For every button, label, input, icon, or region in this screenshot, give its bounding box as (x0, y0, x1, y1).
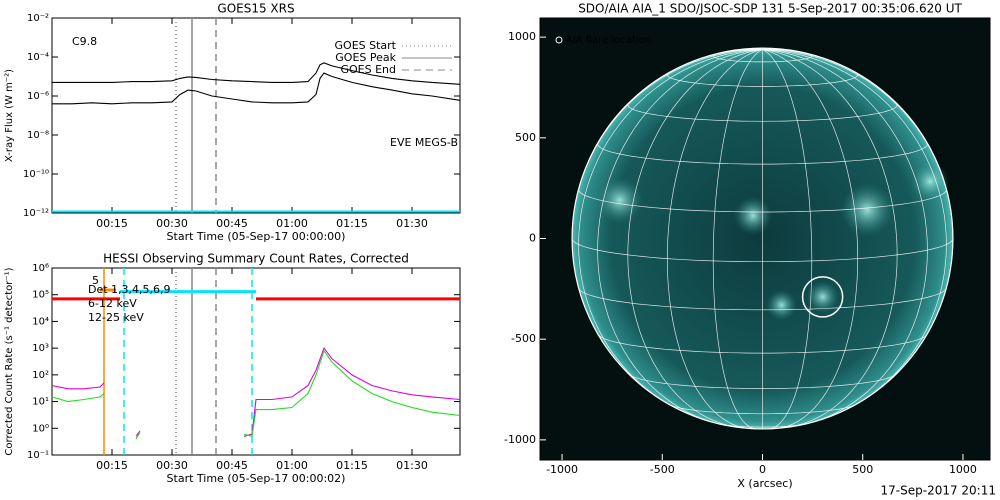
x-tick-label: 00:15 (96, 217, 128, 230)
series-line (52, 72, 461, 105)
y-tick-label: 10⁴ (32, 316, 49, 327)
flare-location (801, 276, 844, 318)
y-tick-label: -1000 (504, 433, 536, 446)
y-tick-label: 1000 (508, 30, 536, 43)
y-tick-label: 10⁻⁴ (27, 52, 49, 63)
y-tick-label: 10¹ (32, 397, 49, 408)
grid-curve (762, 49, 859, 429)
annotation: EVE MEGS-B (390, 136, 458, 149)
chart-title: SDO/AIA AIA_1 SDO/JSOC-SDP 131 5-Sep-201… (578, 2, 962, 16)
legend-title: Det 1,3,4,5,6,9 (88, 283, 171, 296)
x-tick-label: 01:30 (396, 459, 428, 472)
x-tick-label: 01:00 (276, 217, 308, 230)
x-tick-label: 01:30 (396, 217, 428, 230)
chart-title: HESSI Observing Summary Count Rates, Cor… (103, 252, 409, 266)
x-axis-label: Start Time (05-Sep-17 00:00:00) (167, 230, 346, 243)
legend-label: GOES Start (335, 39, 397, 52)
grid-curve (627, 49, 763, 428)
annotation: 5 (92, 274, 99, 287)
x-axis-label: Start Time (05-Sep-17 00:00:02) (167, 472, 346, 485)
y-axis-label: Corrected Count Rate (s⁻¹ detector⁻¹) (4, 267, 15, 455)
grid-curve (712, 49, 763, 430)
x-tick-label: 1000 (949, 463, 977, 476)
grid-curve (762, 49, 898, 428)
series-line (52, 62, 461, 85)
annotation: C9.8 (72, 35, 97, 48)
series-line (51, 349, 461, 440)
x-axis-label: X (arcsec) (737, 477, 792, 490)
plot-frame (51, 267, 461, 456)
y-tick-label: 10⁵ (32, 290, 49, 301)
x-tick-label: 00:30 (156, 459, 188, 472)
x-tick-label: 0 (759, 463, 766, 476)
y-tick-label: 10⁶ (32, 263, 49, 274)
grid-curve (762, 49, 813, 430)
y-tick-label: 10² (32, 370, 49, 381)
y-tick-label: 10⁰ (32, 423, 49, 434)
y-tick-label: 10⁻¹² (23, 208, 49, 219)
active-region-glow (766, 289, 797, 321)
legend-label: 6-12 keV (88, 297, 137, 310)
legend-label: GOES End (340, 63, 396, 76)
x-tick-label: 500 (852, 463, 873, 476)
active-region-glow (596, 177, 643, 224)
x-tick-label: 00:15 (96, 459, 128, 472)
legend-label: AIA flare location (566, 35, 651, 46)
plot-frame (51, 17, 461, 214)
grid-curve (578, 49, 763, 410)
active-region-glow (840, 183, 894, 237)
y-tick-label: 10⁻⁸ (27, 130, 49, 141)
grid-curve (597, 49, 763, 425)
x-tick-label: -1000 (546, 463, 578, 476)
legend-label: 12-25 keV (88, 311, 144, 324)
active-region-glow (733, 196, 773, 235)
chart-title: GOES15 XRS (217, 2, 294, 16)
legend-symbol (555, 36, 563, 44)
flare-glow (806, 280, 839, 313)
x-tick-label: 00:30 (156, 217, 188, 230)
y-tick-label: 10⁻⁶ (27, 91, 49, 102)
x-tick-label: 01:00 (276, 459, 308, 472)
y-tick-label: 500 (515, 131, 536, 144)
legend-label: GOES Peak (335, 51, 396, 64)
series-line (51, 346, 461, 437)
y-tick-label: 10³ (32, 343, 49, 354)
x-tick-label: 00:45 (216, 459, 248, 472)
x-tick-label: 01:15 (336, 459, 368, 472)
y-tick-label: 10⁻¹⁰ (23, 169, 49, 180)
x-tick-label: 01:15 (336, 217, 368, 230)
grid-curve (762, 49, 928, 425)
active-region-glow (911, 162, 950, 201)
y-tick-label: 0 (529, 231, 536, 244)
x-tick-label: 00:45 (216, 217, 248, 230)
y-tick-label: 10⁻² (27, 13, 49, 24)
y-tick-label: -500 (511, 332, 536, 345)
y-axis-label: X-ray Flux (W m⁻²) (4, 69, 15, 162)
footer: 17-Sep-2017 20:11 (881, 484, 996, 498)
plot-frame (539, 17, 991, 461)
grid-curve (762, 49, 947, 410)
y-tick-label: 10⁻¹ (27, 450, 49, 461)
grid-curve (666, 49, 763, 429)
limb (571, 47, 954, 430)
x-tick-label: -500 (650, 463, 675, 476)
